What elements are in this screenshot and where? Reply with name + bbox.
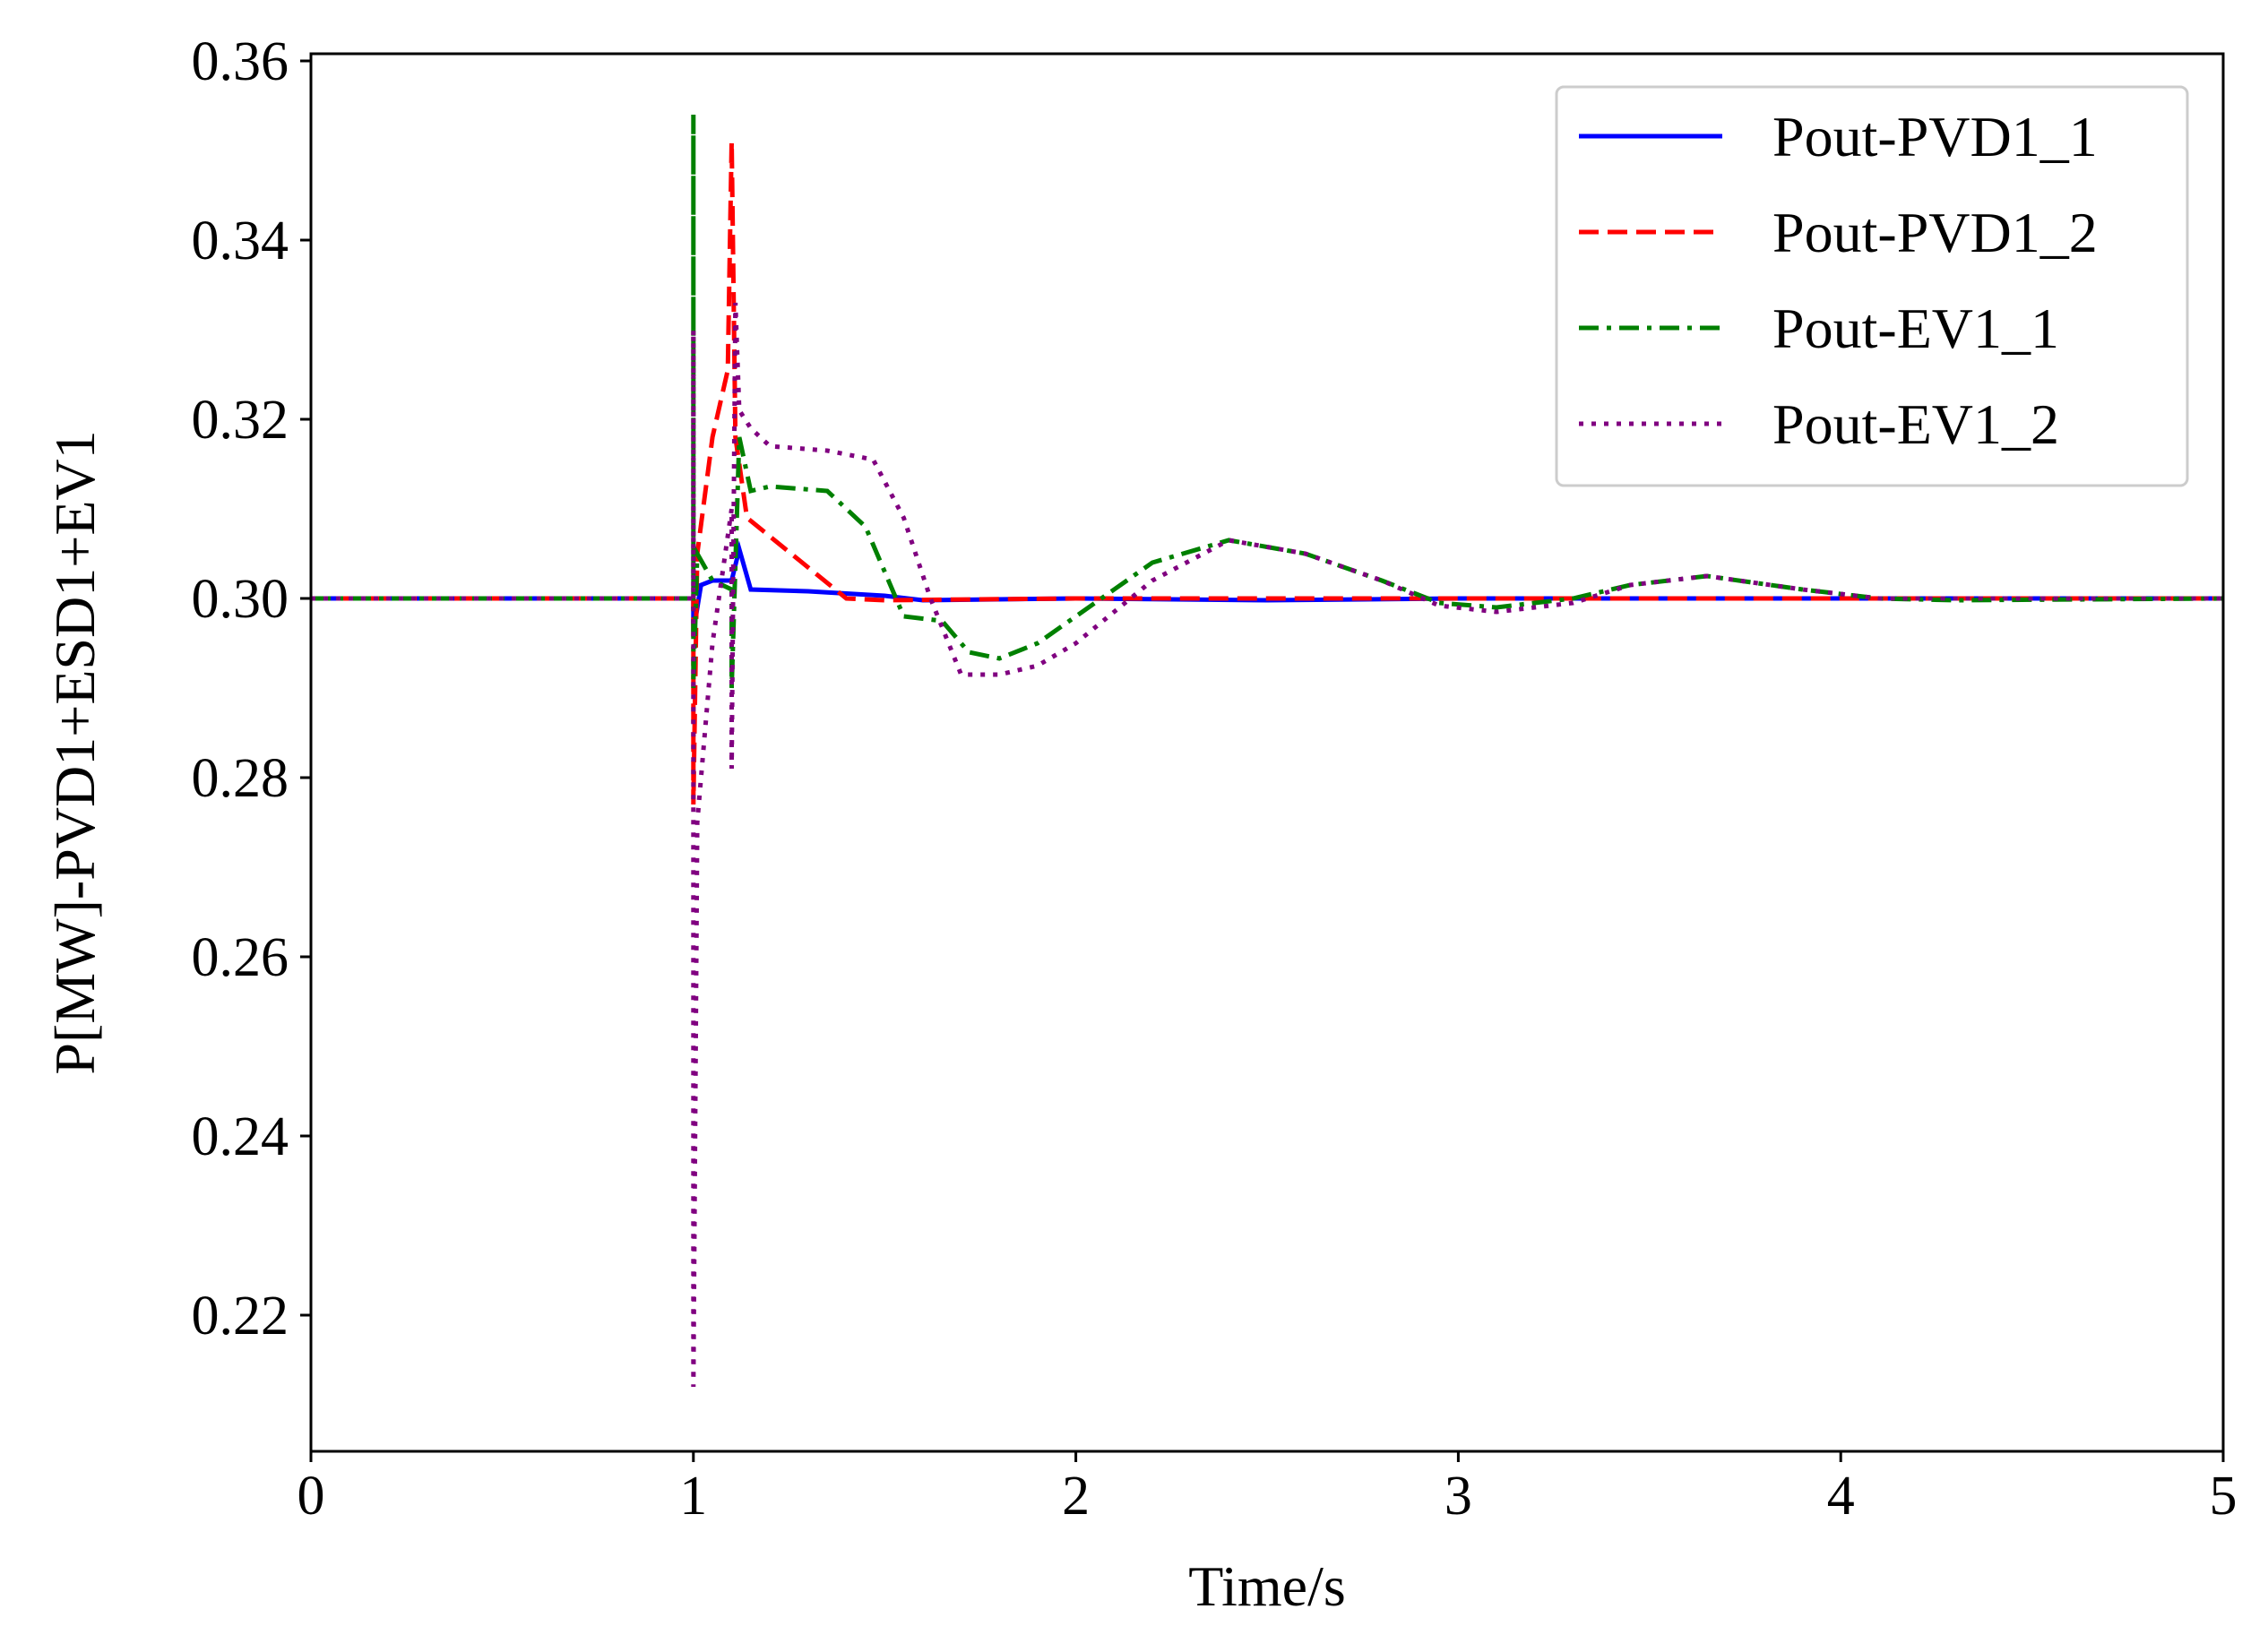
- y-tick-label: 0.32: [192, 390, 289, 451]
- legend-label: Pout-PVD1_1: [1772, 105, 2098, 168]
- x-tick-label: 0: [298, 1466, 325, 1527]
- x-tick-label: 3: [1444, 1466, 1472, 1527]
- legend-box: [1555, 85, 2189, 487]
- x-tick-label: 2: [1062, 1466, 1090, 1527]
- x-tick-label: 5: [2210, 1466, 2238, 1527]
- x-axis-label: Time/s: [1188, 1554, 1346, 1618]
- y-tick-label: 0.28: [192, 748, 289, 809]
- series-line-pout-ev1-2: [311, 302, 2223, 1388]
- y-tick-label: 0.34: [192, 211, 289, 271]
- series-line-pout-pvd1-2: [311, 141, 2223, 805]
- y-tick-label: 0.26: [192, 927, 289, 988]
- series-layer: [311, 115, 2224, 1388]
- legend-label: Pout-PVD1_2: [1772, 201, 2098, 264]
- plot-frame: [309, 52, 2225, 1453]
- legend-label: Pout-EV1_1: [1772, 297, 2059, 360]
- legend: Pout-PVD1_1 Pout-PVD1_2 Pout-EV1_1 Pout-EV1…: [1555, 85, 2189, 487]
- legend-label: Pout-EV1_2: [1772, 392, 2059, 456]
- x-tick-label: 1: [679, 1466, 707, 1527]
- x-axis: 0 1 2 3 4 5: [298, 1451, 2238, 1527]
- y-axis: 0.22 0.24 0.26 0.28 0.30 0.32 0.34 0.36: [192, 31, 311, 1347]
- y-tick-label: 0.36: [192, 31, 289, 92]
- y-tick-label: 0.24: [192, 1106, 289, 1167]
- y-axis-label: P[MW]-PVD1+ESD1+EV1: [43, 430, 107, 1074]
- y-tick-label: 0.22: [192, 1286, 289, 1347]
- y-tick-label: 0.30: [192, 569, 289, 630]
- x-tick-label: 4: [1827, 1466, 1855, 1527]
- series-line-pout-ev1-1: [311, 115, 2224, 689]
- series-line-pout-pvd1-1: [311, 540, 2223, 632]
